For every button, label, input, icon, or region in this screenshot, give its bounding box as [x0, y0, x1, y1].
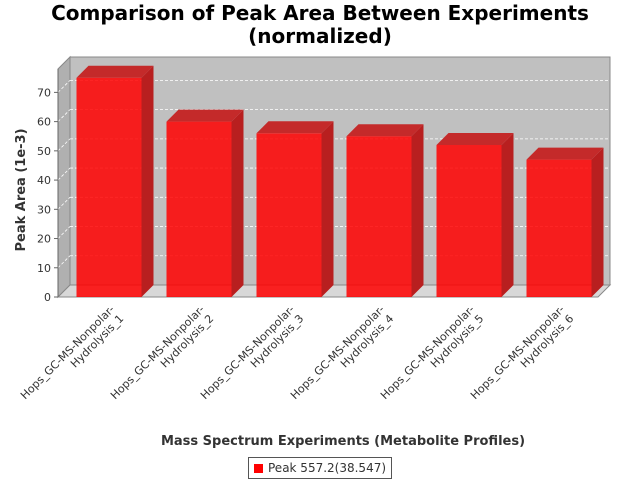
gridline-side [57, 167, 71, 181]
y-tick-label: 20 [37, 233, 51, 246]
bar-top [526, 147, 604, 160]
bar-top [166, 109, 244, 122]
chart-title: Comparison of Peak Area Between Experime… [0, 2, 640, 48]
y-axis-label: Peak Area (1e-3) [14, 128, 29, 251]
y-tick-label: 70 [37, 86, 51, 99]
chart-title-line2: (normalized) [248, 24, 392, 48]
x-tick-label: Hops_GC-MS-Nonpolar-Hydrolysis_6 [468, 303, 576, 411]
bar-side [591, 147, 604, 297]
bar [256, 121, 334, 297]
legend: Peak 557.2(38.547) [248, 457, 393, 479]
bar-side [141, 65, 154, 298]
y-tick-label: 60 [37, 116, 51, 129]
bar-front [346, 136, 412, 297]
bars [76, 65, 604, 298]
y-tick-label: 0 [44, 291, 51, 304]
y-axis: 0 10 20 30 40 50 60 70 [37, 69, 59, 304]
bar-top [76, 65, 154, 78]
legend-label: Peak 557.2(38.547) [268, 461, 387, 475]
x-axis: Hops_GC-MS-Nonpolar-Hydrolysis_1Hops_GC-… [18, 303, 576, 411]
gridline-side [57, 255, 71, 269]
chart-title-line1: Comparison of Peak Area Between Experime… [51, 1, 589, 25]
bar-front [256, 133, 322, 297]
bar-front [166, 121, 232, 297]
y-tick-label: 10 [37, 262, 51, 275]
bar-top [436, 133, 514, 145]
bar-top [346, 124, 424, 137]
gridline-side [57, 138, 71, 152]
y-tick-label: 40 [37, 174, 51, 187]
bar [436, 133, 514, 297]
gridline-side [57, 226, 71, 239]
bar-side [501, 133, 514, 297]
bar [526, 147, 604, 297]
bar-front [526, 159, 592, 297]
bar [166, 109, 244, 297]
bar [76, 65, 154, 298]
legend-swatch [254, 463, 263, 473]
gridline-side [57, 109, 71, 122]
bar-front [76, 77, 142, 298]
bar-side [321, 121, 334, 297]
gridline-side [57, 197, 71, 210]
bar-side [411, 124, 424, 297]
y-tick-label: 50 [37, 145, 51, 158]
bar-side [231, 109, 244, 297]
bar [346, 124, 424, 297]
bar-front [436, 145, 502, 297]
y-tick-label: 30 [37, 203, 51, 216]
x-axis-label: Mass Spectrum Experiments (Metabolite Pr… [161, 434, 525, 449]
bar-top [256, 121, 334, 134]
plot-left-wall [57, 55, 71, 299]
gridline-side [57, 80, 71, 93]
